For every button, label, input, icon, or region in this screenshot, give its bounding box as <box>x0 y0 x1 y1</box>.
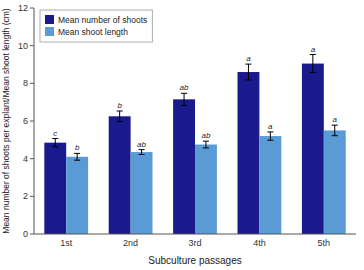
bar <box>238 72 260 234</box>
x-tick-label: 3rd <box>188 238 201 248</box>
plot-area <box>44 55 345 234</box>
error-bar <box>74 153 80 160</box>
error-bar <box>332 125 338 136</box>
annotation: c <box>53 129 57 138</box>
error-bar <box>117 111 123 122</box>
y-tick-label: 4 <box>23 154 28 164</box>
x-axis <box>34 234 356 235</box>
bar <box>259 136 281 234</box>
annotation: a <box>333 115 338 124</box>
y-tick-label: 10 <box>18 41 28 51</box>
bar <box>66 157 88 234</box>
annotation: ab <box>180 83 189 92</box>
bar <box>195 145 217 234</box>
x-axis-label: Subculture passages <box>148 255 241 266</box>
annotation: a <box>311 45 316 54</box>
annotation: a <box>268 122 273 131</box>
bar <box>44 143 66 234</box>
error-bar <box>181 93 187 105</box>
error-bar <box>267 132 273 140</box>
annotation: b <box>75 143 80 152</box>
annotation: b <box>117 101 122 110</box>
legend-label: Mean shoot length <box>58 27 128 37</box>
y-tick <box>30 45 34 46</box>
bar <box>109 116 131 234</box>
y-tick <box>30 121 34 122</box>
legend-swatch <box>45 27 54 36</box>
y-tick-label: 6 <box>23 116 28 126</box>
bar <box>302 64 324 234</box>
y-tick <box>30 158 34 159</box>
error-bar <box>245 64 251 80</box>
legend-swatch <box>45 15 54 24</box>
bar <box>324 130 346 234</box>
legend-box <box>40 10 152 42</box>
chart: 024681012cbabaabababaa1st2nd3rd4th5thSub… <box>0 0 364 270</box>
y-tick-label: 8 <box>23 78 28 88</box>
x-tick-label: 1st <box>60 238 73 248</box>
y-tick <box>30 196 34 197</box>
y-tick-label: 0 <box>23 229 28 239</box>
legend: Mean number of shoots Mean shoot length <box>40 10 152 42</box>
error-bar <box>139 150 145 155</box>
x-tick-label: 4th <box>253 238 266 248</box>
annotation: ab <box>201 131 210 140</box>
annotation: ab <box>137 140 146 149</box>
x-tick-label: 2nd <box>123 238 138 248</box>
error-bar <box>52 139 58 147</box>
bar <box>131 152 153 234</box>
y-tick <box>30 8 34 9</box>
y-tick <box>30 83 34 84</box>
y-axis <box>34 8 35 234</box>
error-bar <box>310 55 316 73</box>
annotation: a <box>246 54 251 63</box>
y-tick <box>30 234 34 235</box>
y-tick-label: 2 <box>23 191 28 201</box>
legend-label: Mean number of shoots <box>58 15 147 25</box>
bar <box>173 99 195 234</box>
y-axis-label: Mean number of shoots per explant/Mean s… <box>1 8 11 234</box>
y-tick-label: 12 <box>18 3 28 13</box>
x-tick-label: 5th <box>318 238 331 248</box>
error-bar <box>203 141 209 148</box>
